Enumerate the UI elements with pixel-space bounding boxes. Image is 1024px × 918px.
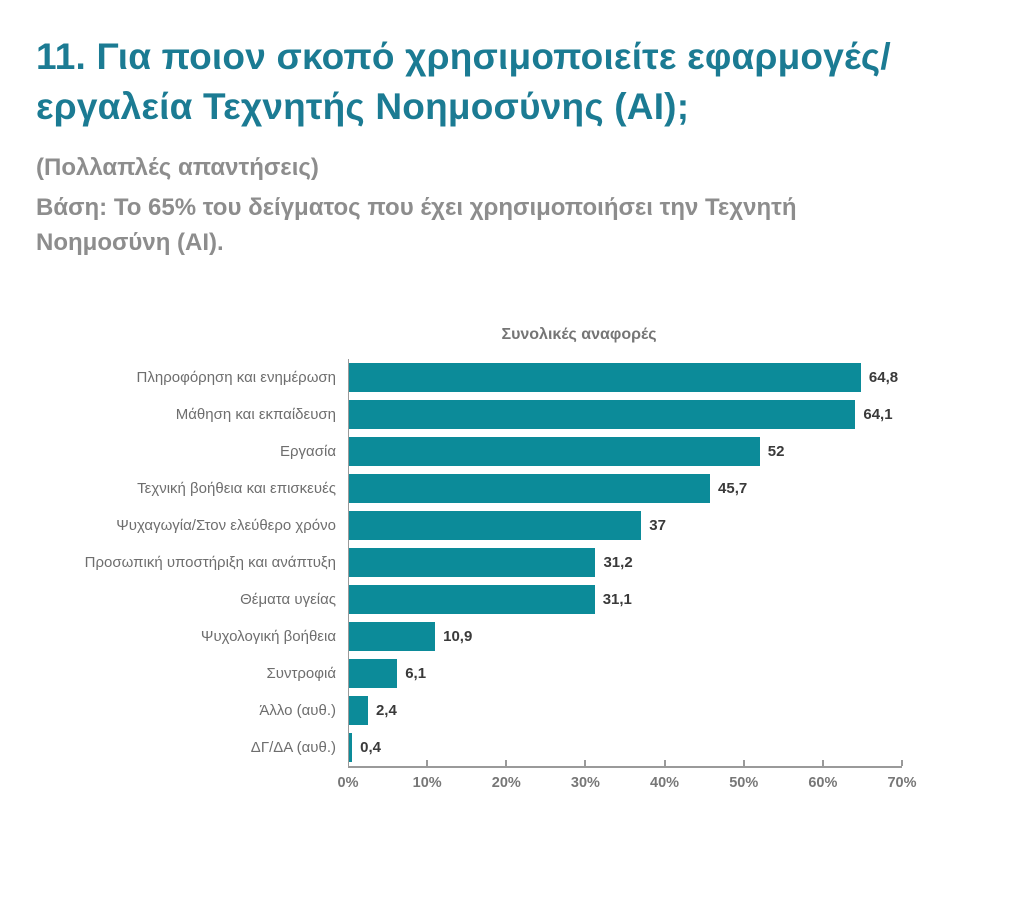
plot-cell: 52 (348, 433, 902, 471)
bar-row: Μάθηση και εκπαίδευση 64,1 (0, 396, 1024, 434)
plot-cell: 0,4 (348, 729, 902, 767)
category-label: Συντροφιά (266, 664, 336, 682)
value-label: 64,1 (863, 406, 893, 424)
sample-basis-note: Βάση: Το 65% του δείγματος που έχει χρησ… (36, 191, 994, 261)
axis-tick-label: 0% (337, 775, 359, 792)
value-label: 45,7 (718, 480, 748, 498)
plot-cell: 31,2 (348, 544, 902, 582)
bar (349, 363, 861, 393)
value-label: 0,4 (360, 739, 382, 757)
bar (349, 733, 353, 763)
axis-tick-label: 50% (729, 775, 759, 792)
bar (349, 474, 711, 504)
axis-tick-label: 30% (570, 775, 600, 792)
value-label: 31,2 (603, 554, 633, 572)
value-label: 2,4 (375, 702, 397, 720)
bar (349, 622, 436, 652)
category-label: Τεχνική βοήθεια και επισκευές (137, 479, 336, 497)
bar (349, 511, 642, 541)
axis-tick (901, 760, 903, 767)
bar-row: Συντροφιά 6,1 (0, 655, 1024, 693)
chart-title: Συνολικές αναφορές (501, 326, 657, 344)
axis-tick (426, 760, 429, 767)
value-label: 6,1 (405, 665, 427, 683)
plot-cell: 64,1 (348, 396, 902, 434)
question-header: 11. Για ποιον σκοπό χρησιμοποιείτε εφαρμ… (0, 0, 1024, 260)
bar-row: Προσωπική υποστήριξη και ανάπτυξη 31,2 (0, 544, 1024, 582)
plot-cell: 64,8 (348, 359, 902, 397)
category-label: Μάθηση και εκπαίδευση (175, 405, 336, 423)
category-label: Εργασία (280, 442, 336, 460)
axis-tick (584, 760, 587, 767)
bar-row: Θέματα υγείας 31,1 (0, 581, 1024, 619)
x-axis-labels: 0% 10% 20% 30% 40% 50% 60% 70% (338, 775, 917, 799)
multiple-answers-note: (Πολλαπλές απαντήσεις) (36, 153, 319, 181)
value-label: 31,1 (602, 591, 632, 609)
axis-tick (505, 760, 508, 767)
bar (349, 437, 760, 467)
axis-tick-label: 70% (887, 775, 917, 792)
value-label: 37 (649, 517, 666, 535)
value-label: 10,9 (443, 628, 473, 646)
bar (349, 696, 368, 726)
category-label: Άλλο (αυθ.) (259, 701, 336, 719)
axis-tick-label: 60% (808, 775, 838, 792)
bar (349, 585, 595, 615)
page-title: 11. Για ποιον σκοπό χρησιμοποιείτε εφαρμ… (36, 32, 994, 132)
x-axis-line (348, 760, 903, 769)
category-label: Πληροφόρηση και ενημέρωση (136, 368, 336, 386)
category-label: Ψυχολογική βοήθεια (200, 627, 336, 645)
bar (349, 548, 596, 578)
page-title-line2: εργαλεία Τεχνητής Νοημοσύνης (AI); (36, 85, 690, 127)
plot-cell: 37 (348, 507, 902, 545)
bar (349, 659, 398, 689)
value-label: 52 (767, 443, 785, 461)
axis-tick-label: 40% (650, 775, 680, 792)
bar-row: Πληροφόρηση και ενημέρωση 64,8 (0, 359, 1024, 397)
page-title-line1: 11. Για ποιον σκοπό χρησιμοποιείτε εφαρμ… (36, 36, 891, 77)
axis-tick (821, 760, 824, 767)
chart-rows: Πληροφόρηση και ενημέρωση 64,8 Μάθηση και … (0, 359, 1024, 767)
plot-cell: 2,4 (348, 692, 902, 730)
category-label: ΔΓ/ΔΑ (αυθ.) (250, 738, 336, 756)
horizontal-bar-chart: Συνολικές αναφορές Πληροφόρηση και ενημέ… (0, 326, 1024, 799)
category-label: Ψυχαγωγία/Στον ελεύθερο χρόνο (116, 516, 336, 534)
axis-tick-label: 20% (491, 775, 521, 792)
sample-basis-line2: Νοημοσύνη (AI). (36, 228, 224, 256)
plot-cell: 6,1 (348, 655, 902, 693)
category-label: Θέματα υγείας (240, 590, 336, 608)
bar-row: Ψυχολογική βοήθεια 10,9 (0, 618, 1024, 656)
plot-cell: 31,1 (348, 581, 902, 619)
value-label: 64,8 (868, 369, 899, 387)
axis-tick-label: 10% (412, 775, 442, 792)
axis-tick (663, 760, 666, 767)
plot-cell: 45,7 (348, 470, 902, 508)
plot-cell: 10,9 (348, 618, 902, 656)
bar-row: Τεχνική βοήθεια και επισκευές 45,7 (0, 470, 1024, 508)
bar-row: Άλλο (αυθ.) 2,4 (0, 692, 1024, 730)
bar-row: ΔΓ/ΔΑ (αυθ.) 0,4 (0, 729, 1024, 767)
bar-row: Εργασία 52 (0, 433, 1024, 471)
sample-basis-line1: Βάση: Το 65% του δείγματος που έχει χρησ… (36, 193, 797, 221)
axis-tick (742, 760, 745, 767)
category-label: Προσωπική υποστήριξη και ανάπτυξη (84, 553, 336, 571)
bar-row: Ψυχαγωγία/Στον ελεύθερο χρόνο 37 (0, 507, 1024, 545)
bar (349, 400, 856, 430)
